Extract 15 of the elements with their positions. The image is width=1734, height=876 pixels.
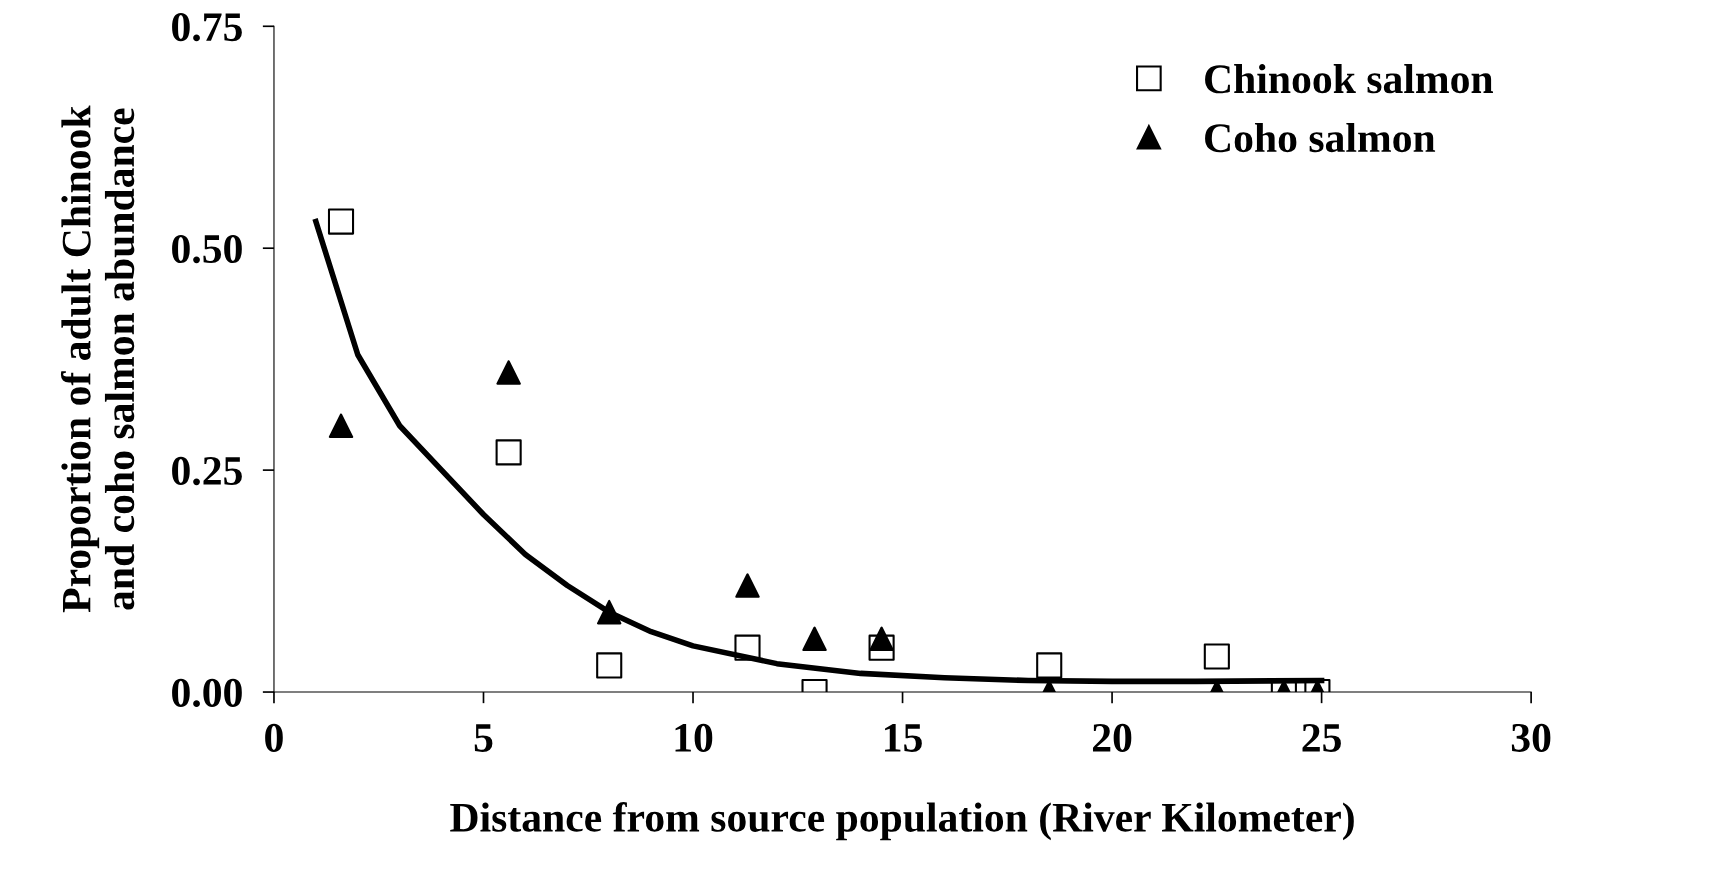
legend-label: Chinook salmon xyxy=(1205,64,1493,94)
x-tick-label: 5 xyxy=(474,724,493,752)
legend-label: Coho salmon xyxy=(1205,122,1436,153)
x-axis-title: Distance from source population (River Kilometer) xyxy=(450,802,1354,841)
y-tick-label: 0.75 xyxy=(172,13,242,42)
y-tick-label: 0.50 xyxy=(172,234,242,264)
x-tick-label: 30 xyxy=(1511,723,1551,752)
x-tick-label: 15 xyxy=(885,724,922,752)
x-tick-label: 10 xyxy=(675,723,713,752)
y-axis-title: Proportion of adult Chinook and coho salmon abundance xyxy=(60,105,135,613)
x-tick-label: 25 xyxy=(1302,723,1341,752)
x-tick-label: 0 xyxy=(265,723,283,752)
y-tick-label: 0.25 xyxy=(172,456,242,486)
x-tick-label: 20 xyxy=(1092,723,1132,752)
y-tick-label: 0.00 xyxy=(172,678,242,708)
